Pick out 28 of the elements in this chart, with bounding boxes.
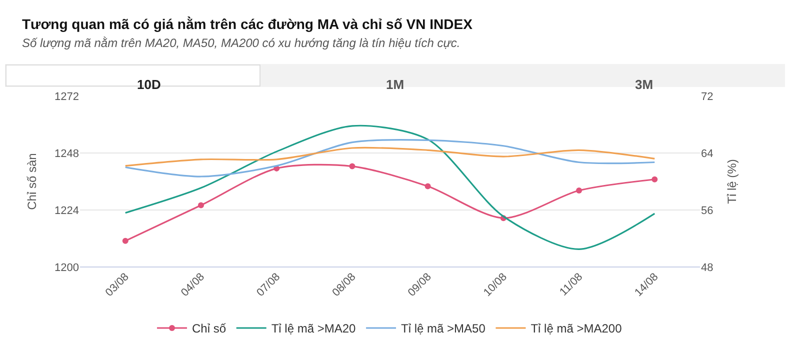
y-tick-label: 1272 [54, 90, 79, 103]
text: 1M [386, 77, 404, 92]
y2-tick-label: 72 [701, 90, 714, 103]
legend-label: Tỉ lệ mã >MA50 [401, 322, 486, 336]
point [424, 183, 431, 190]
point [349, 163, 356, 170]
y-tick-label: 1224 [54, 204, 79, 217]
line-series [124, 146, 656, 167]
y2-tick-label: 56 [701, 204, 714, 217]
point [652, 176, 658, 182]
y2-tick-label: 48 [701, 262, 714, 274]
legend-label: Tỉ lệ mã >MA20 [271, 322, 356, 336]
y2-tick-label: 64 [701, 148, 714, 160]
line-series [124, 124, 656, 250]
line-series [124, 138, 656, 178]
y-axis-title: Chỉ số sàn [24, 153, 39, 210]
text: 10D [137, 77, 161, 92]
point [122, 238, 128, 244]
text: 3M [635, 77, 654, 92]
point [576, 188, 582, 194]
legend-label: Tỉ lệ mã >MA200 [530, 322, 622, 336]
chart-subtitle: Số lượng mã nằm trên MA20, MA50, MA200 có xu hướng tăng là tín hiệu tích cực. [22, 36, 460, 50]
chart-title: Tương quan mã có giá nằm trên các đường MA và chỉ số VN INDEX [22, 16, 474, 32]
y2-axis-title: Tỉ lệ (%) [725, 159, 740, 204]
y-tick-label: 1200 [54, 262, 79, 274]
y-tick-label: 1248 [54, 148, 79, 160]
legend-label: Chỉ số [192, 322, 226, 336]
point [198, 202, 204, 208]
